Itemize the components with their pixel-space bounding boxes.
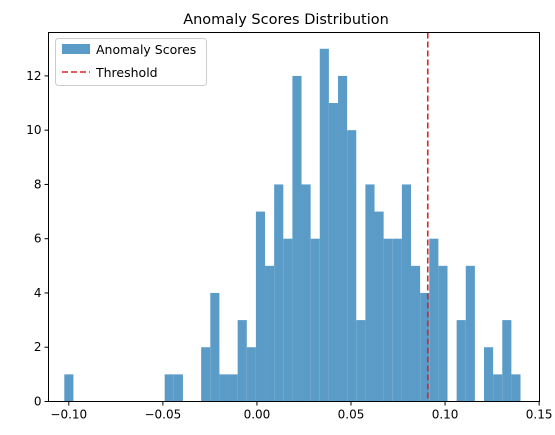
legend-label-threshold: Threshold — [95, 65, 158, 80]
histogram-bar — [219, 374, 229, 402]
y-tick-label: 6 — [34, 232, 42, 246]
x-tick-label: 0.05 — [338, 408, 365, 422]
histogram-bar — [356, 320, 366, 402]
legend-patch-anomaly-scores — [62, 44, 90, 54]
histogram-bar — [265, 265, 275, 402]
histogram-bar — [484, 347, 494, 402]
histogram-bar — [411, 265, 421, 402]
histogram-bar — [173, 374, 183, 402]
histogram-bar — [64, 374, 74, 402]
histogram-bar — [365, 184, 375, 402]
histogram-bar — [392, 238, 402, 402]
histogram-bar — [228, 374, 238, 402]
chart-title: Anomaly Scores Distribution — [183, 12, 389, 28]
histogram-bar — [310, 238, 320, 402]
histogram-bar — [456, 320, 466, 402]
y-tick-label: 8 — [34, 177, 42, 191]
histogram-bar — [274, 184, 284, 402]
histogram-bar — [347, 130, 357, 402]
histogram-bar — [420, 292, 430, 402]
legend: Anomaly Scores Threshold — [55, 38, 207, 86]
histogram-bar — [493, 374, 503, 402]
histogram-bar — [237, 320, 247, 402]
y-tick-label: 2 — [34, 340, 42, 354]
histogram-bar — [246, 347, 256, 402]
y-axis: 0 2 4 6 8 10 12 — [26, 69, 49, 409]
plot-frame — [48, 32, 540, 402]
histogram-bar — [338, 75, 348, 402]
histogram-bar — [283, 238, 293, 402]
histogram-bar — [210, 292, 220, 402]
histogram-bar — [292, 75, 302, 402]
y-tick-label: 10 — [26, 123, 41, 137]
histogram-bar — [502, 320, 512, 402]
legend-box — [55, 38, 207, 86]
x-axis: −0.10 −0.05 0.00 0.05 0.10 0.15 — [50, 401, 553, 422]
y-tick-label: 0 — [34, 395, 42, 409]
histogram-bar — [201, 347, 211, 402]
histogram-bar — [255, 211, 266, 402]
x-tick-label: 0.15 — [526, 408, 553, 422]
histogram-bar — [429, 238, 439, 402]
histogram-bar — [301, 184, 311, 402]
histogram-bar — [383, 238, 393, 402]
histogram-bar — [511, 374, 521, 402]
legend-label-anomaly-scores: Anomaly Scores — [96, 42, 196, 57]
histogram-bar — [465, 265, 475, 402]
histogram-bar — [438, 265, 448, 402]
histogram-bar — [164, 374, 174, 402]
histogram-bar — [401, 184, 412, 402]
x-tick-label: −0.10 — [50, 408, 87, 422]
y-tick-label: 12 — [26, 69, 41, 83]
x-tick-label: −0.05 — [144, 408, 181, 422]
x-tick-label: 0.00 — [244, 408, 271, 422]
x-tick-label: 0.10 — [432, 408, 459, 422]
histogram-bar — [374, 211, 384, 402]
histogram-bars — [64, 48, 521, 402]
y-tick-label: 4 — [34, 286, 42, 300]
histogram-bar — [319, 48, 329, 402]
histogram-bar — [328, 103, 339, 402]
